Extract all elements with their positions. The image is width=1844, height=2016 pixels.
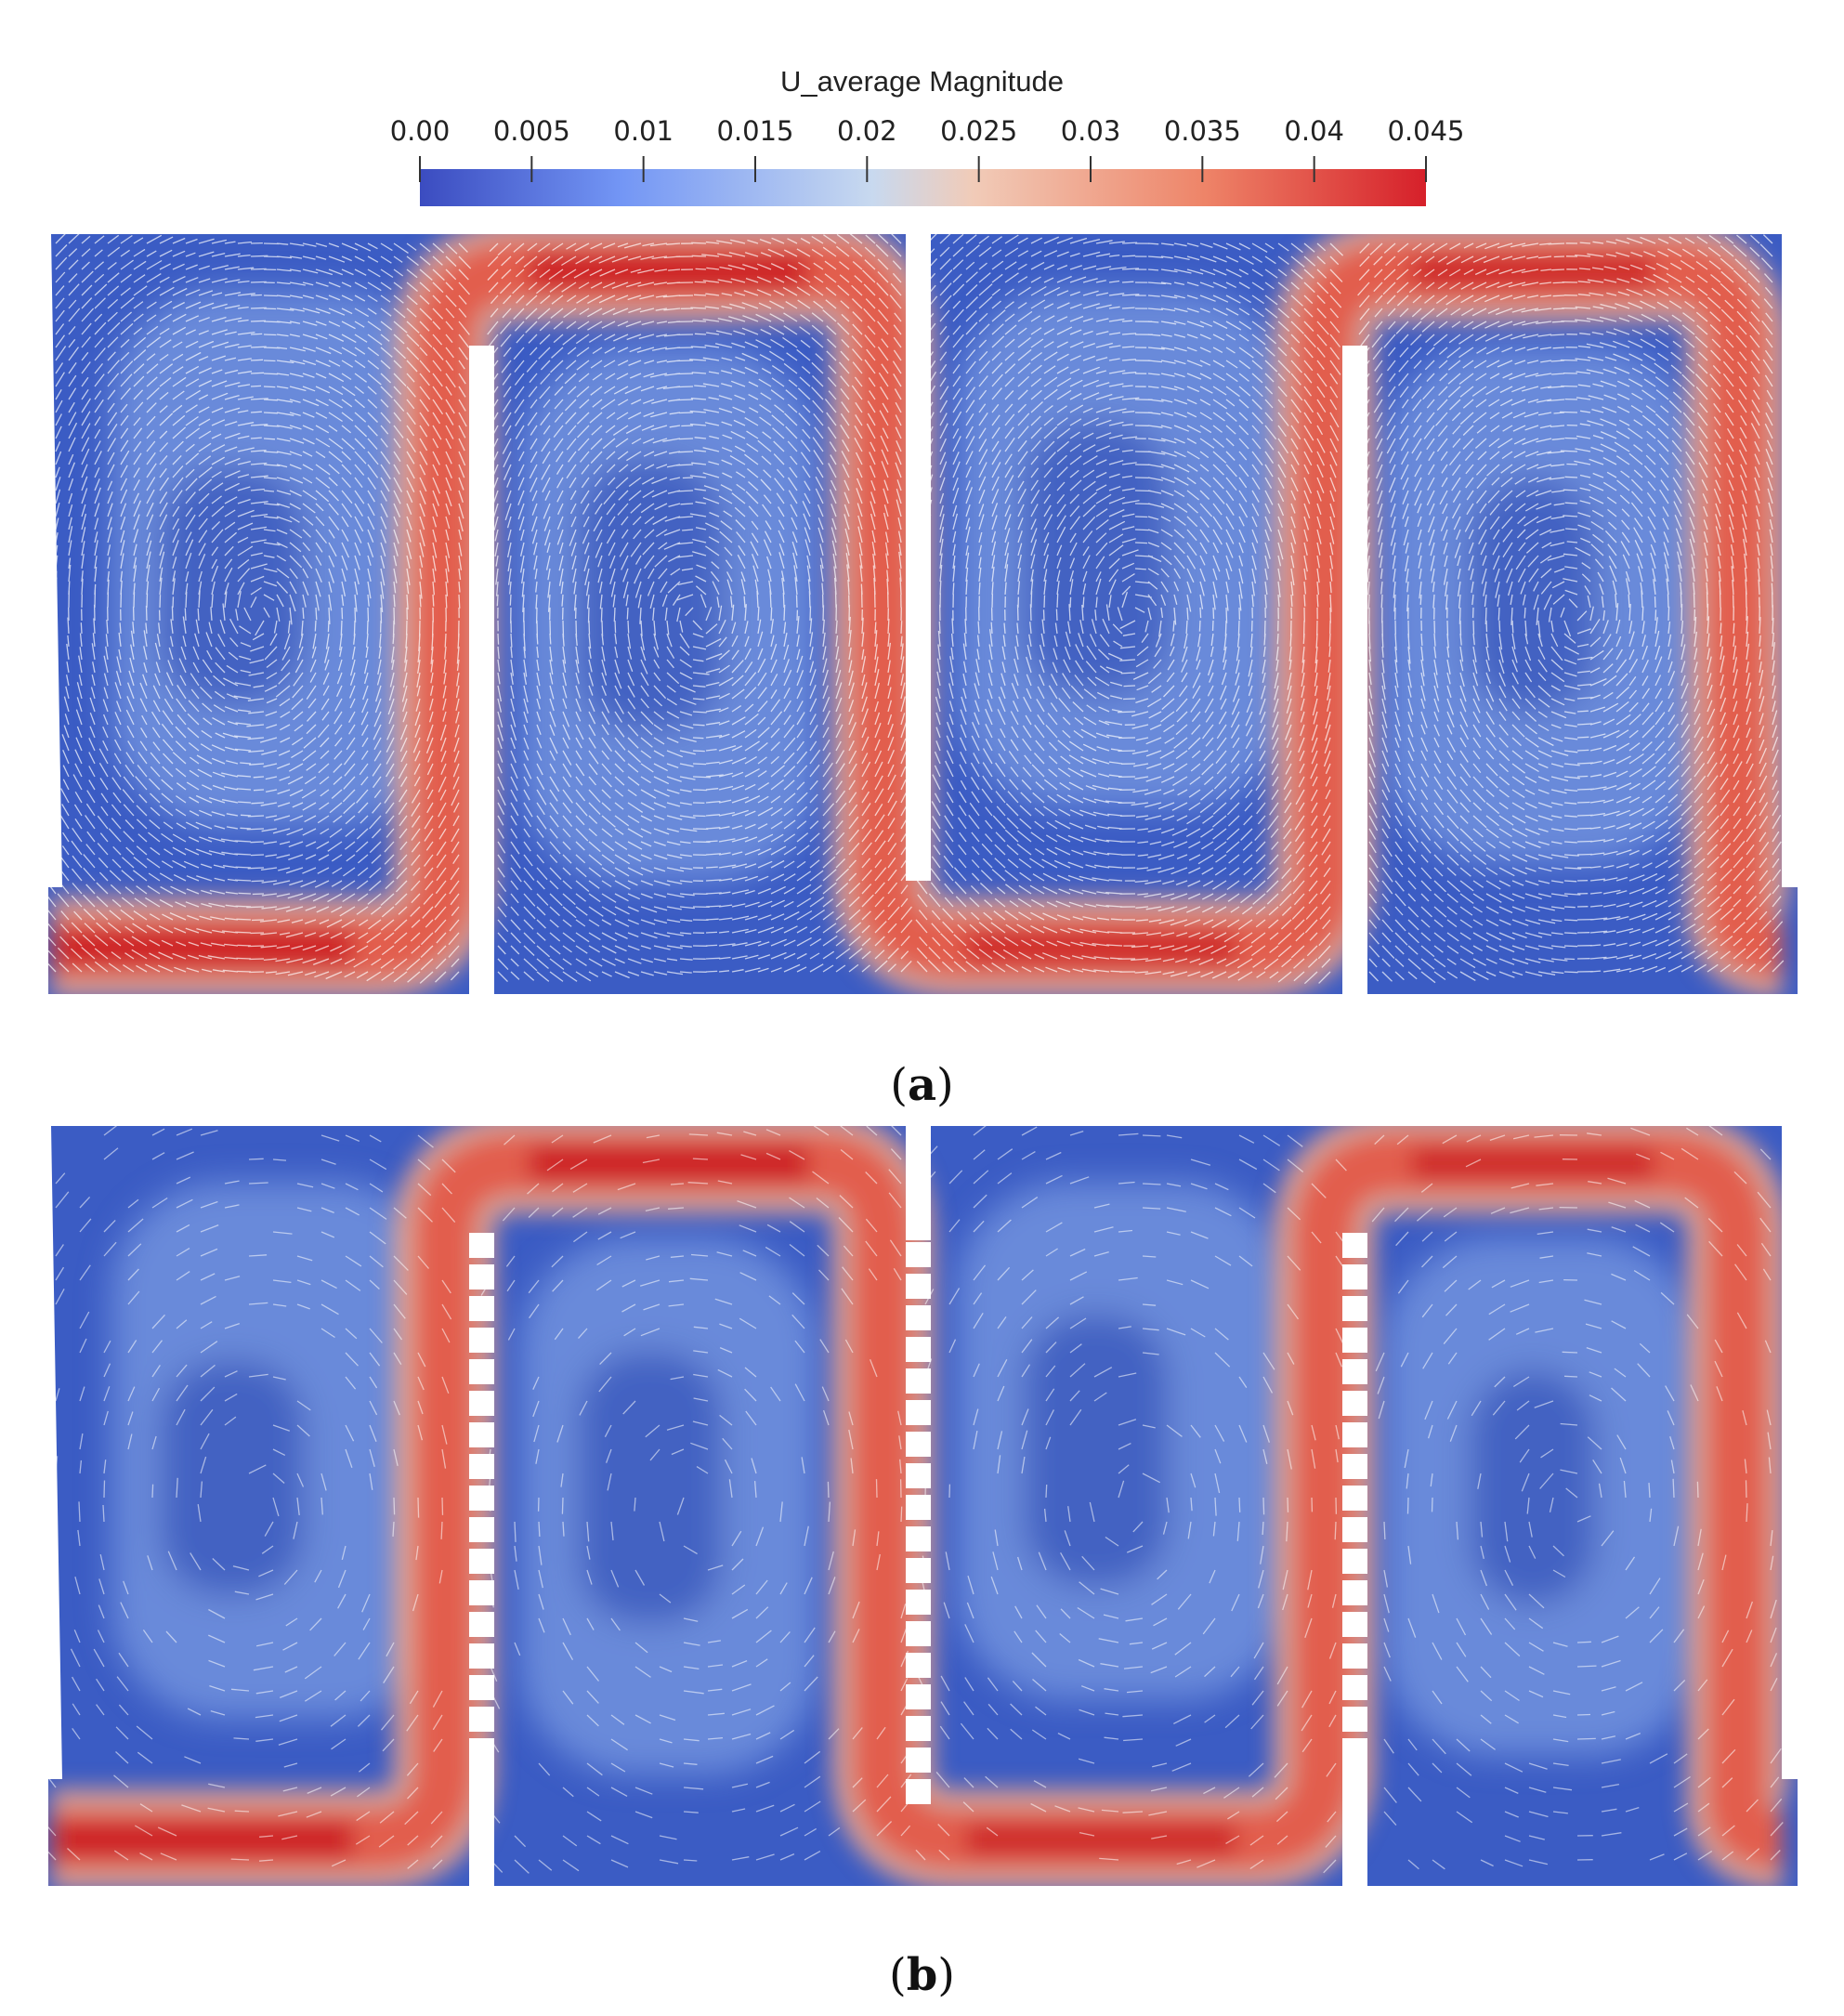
baffle-block (469, 1643, 494, 1669)
baffle (906, 232, 931, 881)
baffle-block (906, 1400, 931, 1425)
baffle (469, 1751, 494, 1888)
velocity-vectors (48, 1126, 1784, 1874)
colorbar-tick-label: 0.045 (1387, 115, 1465, 147)
baffle-block (906, 1590, 931, 1615)
baffle-block (469, 1580, 494, 1605)
baffle (1342, 1751, 1367, 1888)
colorbar-tick-label: 0.015 (716, 115, 794, 147)
panel-b-caption: (b) (888, 1949, 956, 2001)
baffle-block (906, 1368, 931, 1394)
baffle-block (906, 1305, 931, 1330)
colorbar-tick-label: 0.02 (837, 115, 897, 147)
baffle-block (906, 1684, 931, 1709)
colorbar-tick-label: 0.035 (1163, 115, 1241, 147)
baffle-block (469, 1517, 494, 1542)
baffle (469, 346, 494, 996)
baffle-block (1342, 1643, 1367, 1669)
baffle-block (469, 1549, 494, 1574)
baffle-block (1342, 1296, 1367, 1321)
baffle-block (906, 1495, 931, 1520)
baffles (0, 1124, 1837, 1888)
baffle-block (1342, 1328, 1367, 1353)
baffles (0, 232, 1837, 996)
colorbar-tick-label: 0.01 (613, 115, 674, 147)
colorbar-tick-label: 0.00 (389, 115, 451, 147)
baffle-block (1342, 1422, 1367, 1447)
panel-a-velocity-field (0, 232, 1837, 996)
baffle-block (906, 1526, 931, 1551)
colorbar-tick-label: 0.03 (1060, 115, 1121, 147)
baffle-block (469, 1486, 494, 1511)
baffle-block (906, 1653, 931, 1678)
baffle-block (1342, 1359, 1367, 1384)
baffle-block (906, 1621, 931, 1646)
baffle-block (1342, 1707, 1367, 1732)
velocity-vectors (48, 234, 1785, 985)
baffle-block (906, 1432, 931, 1457)
baffle-block (469, 1675, 494, 1700)
baffle-block (469, 1738, 494, 1763)
baffle-block (1342, 1549, 1367, 1574)
baffle (906, 1124, 931, 1240)
baffle-block (1342, 1391, 1367, 1416)
baffle-block (1342, 1580, 1367, 1605)
baffle-block (906, 1274, 931, 1299)
baffle-block (469, 1328, 494, 1353)
baffle-block (1342, 1675, 1367, 1700)
baffle-block (1342, 1486, 1367, 1511)
colorbar (420, 169, 1426, 206)
baffle-block (469, 1391, 494, 1416)
baffle-block (469, 1454, 494, 1479)
baffle-block (906, 1748, 931, 1773)
baffle-block (469, 1612, 494, 1637)
baffle-block (469, 1233, 494, 1258)
baffle-block (906, 1716, 931, 1741)
colorbar-title: U_average Magnitude (779, 65, 1065, 98)
colorbar-tick-label: 0.025 (940, 115, 1018, 147)
colorbar-ticks (419, 156, 1427, 182)
baffle-block (906, 1558, 931, 1583)
baffle-block (906, 1779, 931, 1804)
baffle-block (469, 1359, 494, 1384)
baffle (1342, 346, 1367, 996)
baffle-block (906, 1463, 931, 1488)
baffle-block (906, 1242, 931, 1267)
baffle-block (1342, 1517, 1367, 1542)
baffle-block (906, 1337, 931, 1362)
baffle-block (1342, 1264, 1367, 1289)
baffle-block (1342, 1454, 1367, 1479)
colorbar-tick-label: 0.005 (492, 115, 570, 147)
baffle-block (469, 1422, 494, 1447)
panel-a-caption: (a) (890, 1059, 954, 1111)
baffle-block (469, 1707, 494, 1732)
colorbar-tick-label: 0.04 (1284, 115, 1344, 147)
baffle-block (469, 1296, 494, 1321)
baffle-block (1342, 1233, 1367, 1258)
panel-b-velocity-field (0, 1124, 1837, 1888)
baffle-block (1342, 1738, 1367, 1763)
baffle-block (1342, 1612, 1367, 1637)
baffle-block (469, 1264, 494, 1289)
